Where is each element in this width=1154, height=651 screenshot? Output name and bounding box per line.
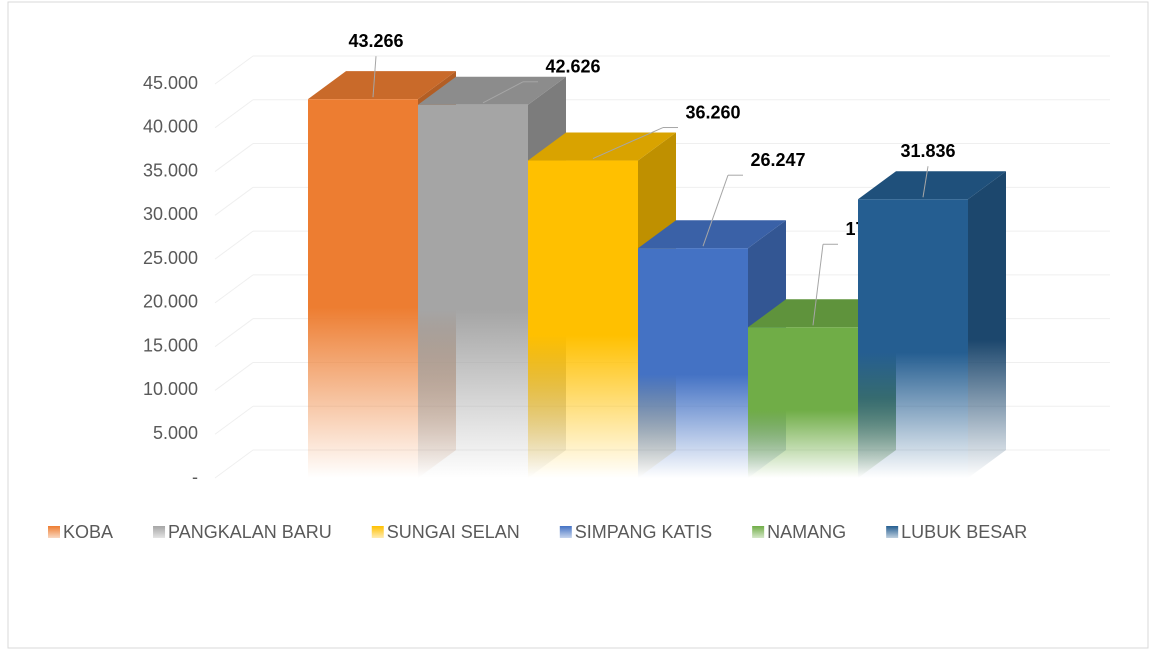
legend-marker [371,526,384,538]
grid-line [214,99,254,129]
bar-top [418,76,566,105]
leader-line [812,244,824,326]
legend-label: SUNGAI SELAN [387,522,520,542]
leader-line [482,81,524,104]
y-tick-label: - [192,467,198,487]
bar [638,248,748,478]
bar-top [308,71,456,100]
leader-line [592,127,664,159]
bar-side [968,171,1006,479]
y-tick-label: 30.000 [143,204,198,224]
leader-line [372,56,377,98]
legend-marker [886,526,899,538]
bar [308,99,418,479]
y-tick-label: 40.000 [143,117,198,137]
grid-line [214,230,254,260]
value-label: 26.247 [750,150,805,170]
y-tick-label: 20.000 [143,292,198,312]
value-label: 43.266 [348,31,403,51]
bar-top [858,171,1006,200]
legend-label: LUBUK BESAR [901,522,1027,542]
value-label: 36.260 [685,102,740,122]
grid-line [214,186,254,216]
grid-line [214,274,254,304]
bar-top [638,220,786,249]
bar [418,104,528,478]
grid-line [214,449,254,479]
bar [858,199,968,479]
leader-line [922,166,929,198]
bar [748,327,858,478]
legend-label: SIMPANG KATIS [575,522,712,542]
grid-line [214,318,254,348]
legend-label: PANGKALAN BARU [168,522,332,542]
legend-label: NAMANG [767,522,846,542]
grid-line [214,55,254,85]
legend-marker [752,526,765,538]
y-tick-label: 5.000 [153,423,198,443]
bar-top [528,132,676,161]
legend-marker [48,526,60,538]
grid-line [214,405,254,435]
value-label: 31.836 [900,141,955,161]
y-tick-label: 45.000 [143,73,198,93]
legend-label: KOBA [63,522,113,542]
bar [528,160,638,478]
legend-marker [559,526,572,538]
leader-line [702,175,729,247]
y-tick-label: 15.000 [143,335,198,355]
y-tick-label: 25.000 [143,248,198,268]
y-tick-label: 10.000 [143,379,198,399]
legend-marker [153,526,166,538]
grid-line [214,143,254,172]
grid-line [214,362,254,391]
value-label: 42.626 [545,57,600,77]
y-tick-label: 35.000 [143,160,198,180]
